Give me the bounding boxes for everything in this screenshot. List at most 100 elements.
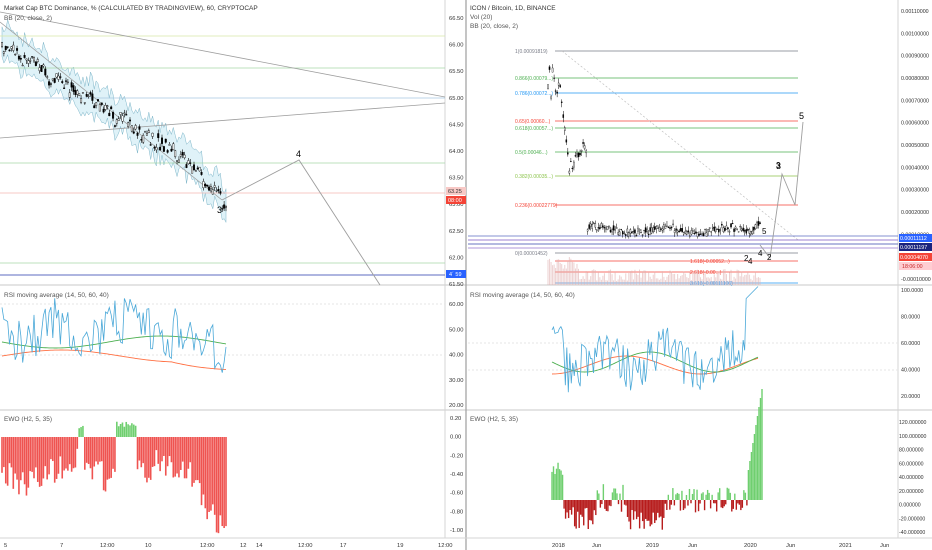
right-volume-bar bbox=[657, 278, 659, 285]
right-candle-body bbox=[692, 230, 694, 232]
right-ewo-bar bbox=[617, 500, 620, 505]
left-bollinger-band bbox=[1, 19, 227, 223]
left-rsi-tick: 40.00 bbox=[449, 353, 464, 359]
left-candle-body bbox=[106, 105, 109, 107]
right-candle-body bbox=[748, 229, 751, 234]
left-ewo-bar bbox=[57, 437, 60, 474]
right-ewo-bar bbox=[555, 468, 558, 500]
right-candle-body bbox=[635, 235, 638, 237]
right-volume-bar bbox=[588, 279, 590, 285]
right-volume-bar bbox=[724, 269, 726, 285]
right-price-tick: -0.00010000 bbox=[901, 277, 931, 283]
left-candle-body bbox=[78, 93, 81, 96]
right-volume-bar bbox=[700, 277, 702, 285]
left-candle-body bbox=[162, 146, 165, 152]
left-ewo-bar bbox=[93, 437, 96, 467]
left-ewo-bar bbox=[191, 437, 193, 487]
right-candle-body bbox=[745, 229, 748, 234]
left-chart[interactable]: 66.50 66.00 65.50 65.00 64.50 64.00 63.50 63.00… bbox=[0, 11, 464, 549]
left-ewo-bar bbox=[116, 421, 118, 437]
right-volume-bar bbox=[568, 257, 570, 285]
left-price-tick: 65.00 bbox=[449, 96, 464, 102]
left-ewo-bar bbox=[176, 437, 178, 474]
right-ewo-bar bbox=[718, 488, 721, 500]
right-volume-bar bbox=[634, 269, 636, 285]
right-volume-bar bbox=[587, 272, 589, 285]
right-candle-body bbox=[739, 226, 741, 228]
right-candle-body bbox=[559, 85, 561, 88]
left-candle-body bbox=[196, 167, 199, 170]
right-wave-projection bbox=[759, 121, 804, 260]
right-ewo-bar bbox=[646, 500, 648, 521]
left-ewo-bar bbox=[146, 437, 148, 483]
right-volume-bar bbox=[722, 269, 724, 285]
left-candle-body bbox=[51, 78, 54, 81]
right-ewo-bar bbox=[569, 500, 571, 511]
left-ewo-bar bbox=[78, 428, 80, 437]
right-ewo-bar bbox=[607, 500, 609, 512]
right-ewo-bar bbox=[590, 500, 592, 521]
right-time-tick: Jun bbox=[880, 543, 889, 549]
left-candle-body bbox=[130, 125, 133, 132]
right-volume-bar bbox=[735, 278, 737, 285]
right-ewo-bar bbox=[752, 443, 754, 500]
left-candle-body bbox=[123, 112, 126, 115]
right-ewo-bar bbox=[557, 462, 559, 500]
right-candle-body bbox=[663, 224, 665, 230]
right-rsi-tick: 40.0000 bbox=[901, 368, 920, 374]
right-ewo-bar bbox=[563, 500, 565, 509]
left-ewo-bar bbox=[131, 423, 133, 437]
left-price-tick: 63.00 bbox=[449, 202, 464, 208]
right-volume-bar bbox=[564, 264, 566, 285]
right-volume-bar bbox=[721, 279, 723, 285]
fib-level-label: 0.65(0.00060...) bbox=[515, 119, 551, 125]
left-candle-body bbox=[57, 75, 60, 80]
left-ewo-bar bbox=[217, 437, 220, 534]
right-volume-bar bbox=[614, 271, 616, 285]
right-candle-body bbox=[661, 228, 664, 231]
right-ewo-bar bbox=[720, 500, 722, 508]
left-ewo-bar bbox=[127, 424, 129, 437]
right-tag-bg-2 bbox=[899, 243, 932, 251]
left-tag-bg-2 bbox=[446, 196, 466, 204]
left-ewo-bar bbox=[151, 437, 154, 467]
left-candle-body bbox=[59, 76, 62, 78]
right-volume-bar bbox=[570, 258, 572, 285]
fib-level-label: 0.5(0.00046...) bbox=[515, 150, 548, 156]
left-candle-body bbox=[166, 150, 169, 153]
right-ewo-bar bbox=[567, 500, 570, 519]
right-volume-bar bbox=[616, 280, 618, 285]
right-candle-body bbox=[754, 224, 757, 229]
left-ewo-bar bbox=[119, 423, 122, 437]
left-ewo-bar bbox=[108, 437, 111, 479]
right-candle-body bbox=[698, 233, 700, 236]
right-candle-body bbox=[582, 142, 584, 144]
left-candle-body bbox=[144, 131, 147, 133]
left-ewo-bar bbox=[106, 437, 109, 480]
right-volume-bar bbox=[747, 272, 749, 285]
left-ewo-bar bbox=[55, 437, 58, 479]
right-volume-bar bbox=[687, 278, 689, 285]
left-candle-body bbox=[53, 78, 56, 83]
left-ewo-bar bbox=[114, 437, 116, 472]
left-ewo-bar bbox=[25, 437, 28, 496]
right-volume-bar bbox=[674, 273, 676, 285]
left-ewo-bar bbox=[102, 437, 105, 491]
left-candle-body bbox=[33, 57, 36, 62]
right-price-tick: 0.00050000 bbox=[901, 143, 929, 149]
right-time-tick: 2018 bbox=[552, 543, 565, 549]
left-time-tick: 14 bbox=[256, 543, 263, 549]
right-ewo-bar bbox=[676, 492, 679, 500]
right-volume-bar bbox=[748, 274, 750, 285]
right-candle-body bbox=[596, 229, 598, 232]
right-ewo-bar bbox=[714, 500, 716, 504]
right-ewo-bar bbox=[581, 500, 583, 517]
right-candle-body bbox=[573, 161, 575, 168]
left-ewo-bar bbox=[213, 437, 216, 515]
left-candle-body bbox=[81, 92, 84, 94]
right-ewo-bar bbox=[687, 500, 689, 506]
left-ewo-bar bbox=[195, 437, 197, 481]
left-time-tag: 08:00 bbox=[448, 198, 462, 204]
right-chart[interactable]: 0.00110000 0.00100000 0.00090000 0.00080000… bbox=[468, 9, 931, 549]
right-volume-bar bbox=[556, 259, 558, 285]
